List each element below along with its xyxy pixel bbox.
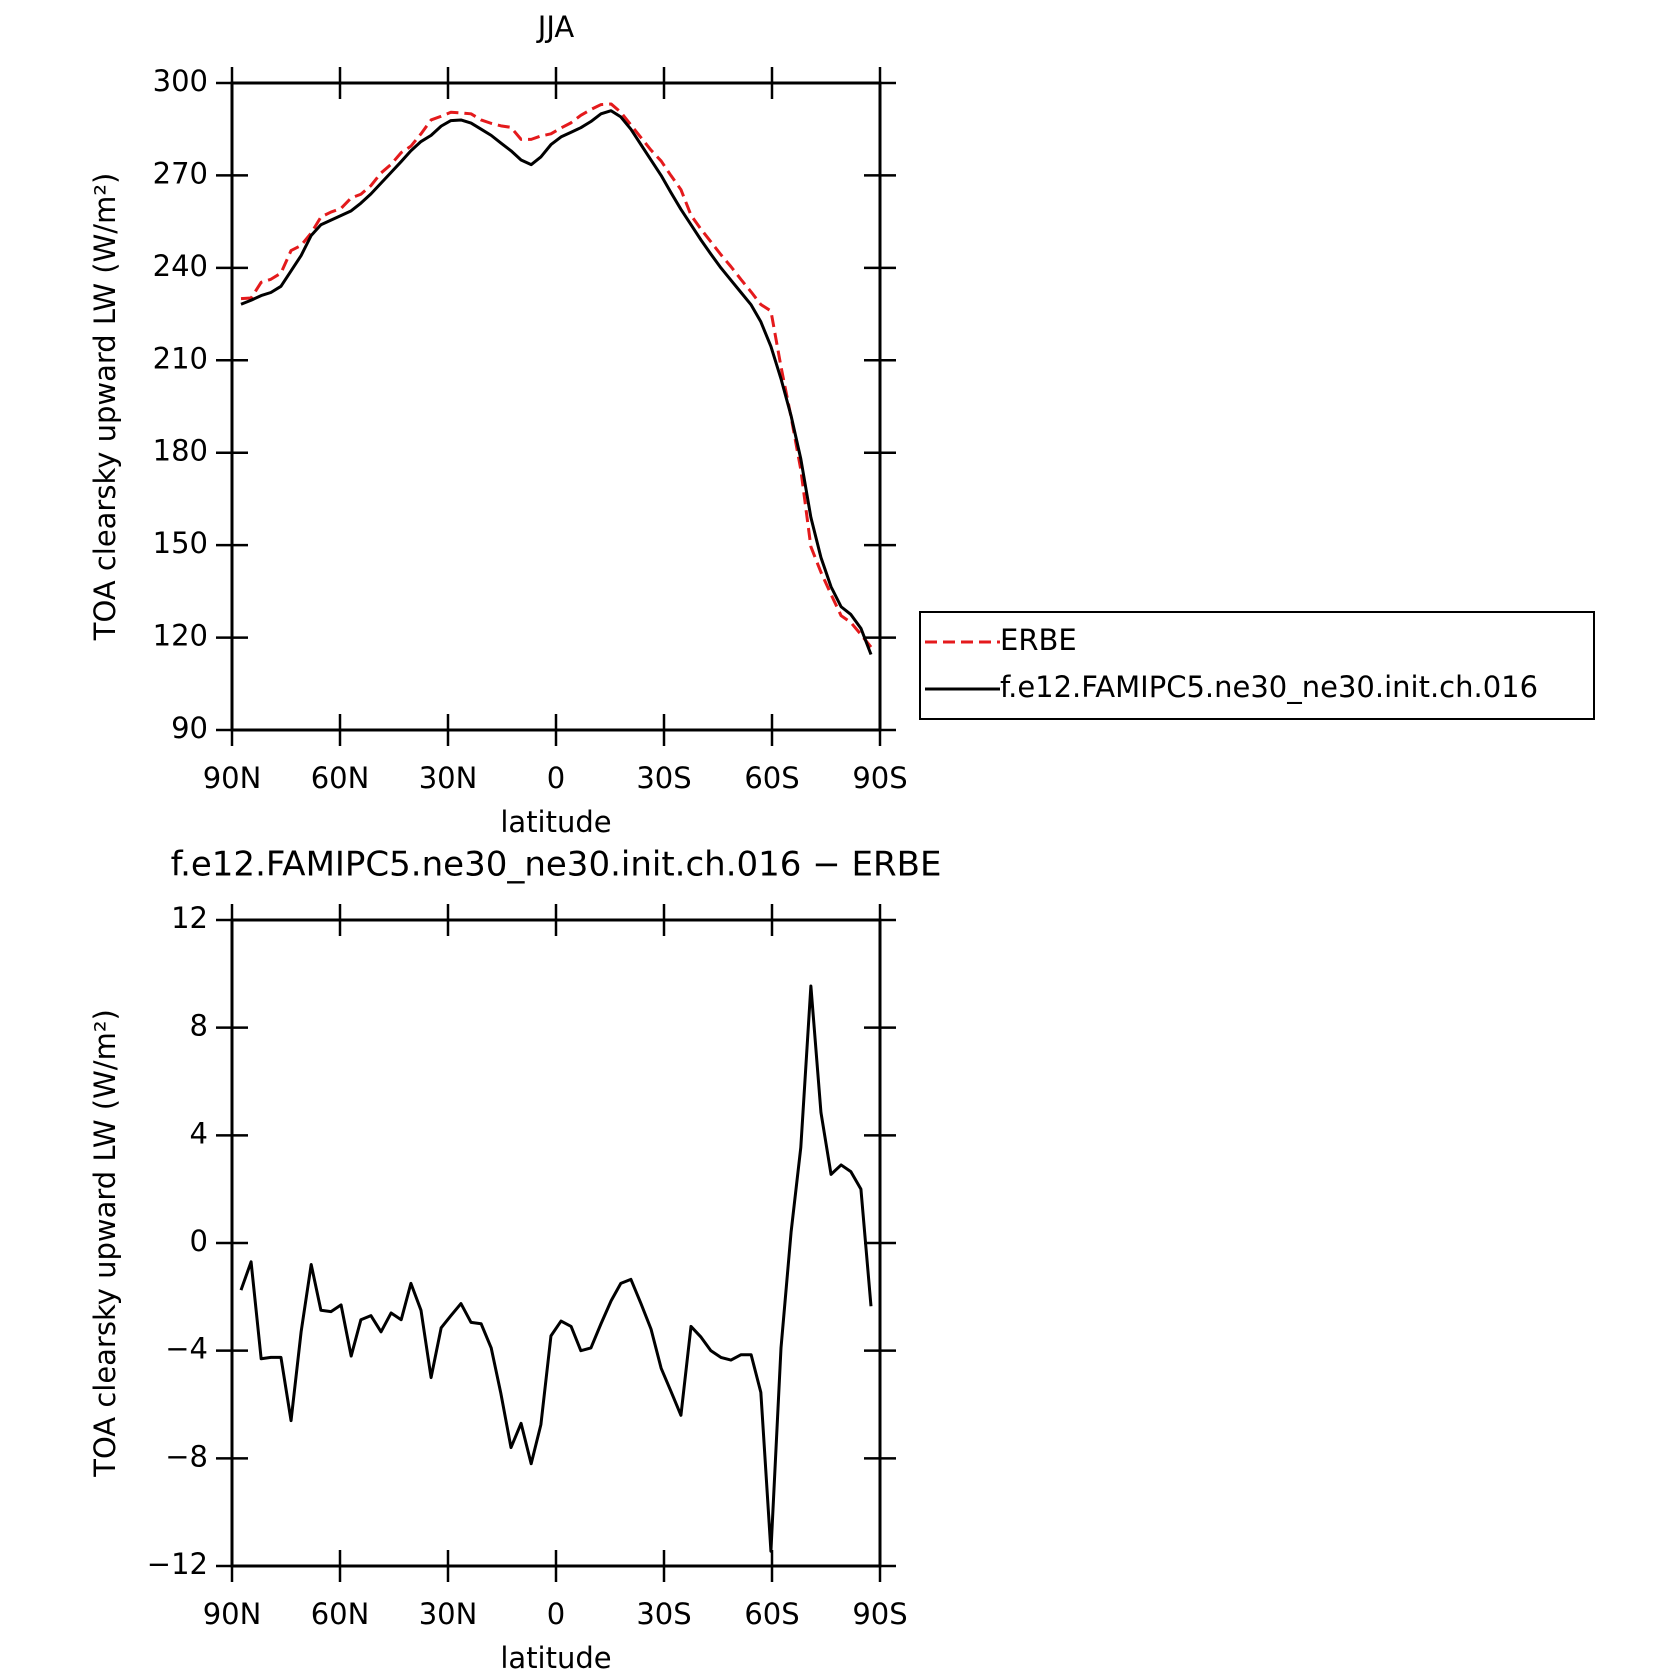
y-tick-label: 180 <box>153 434 208 468</box>
x-tick-label: 90S <box>852 761 907 795</box>
y-tick-label: 0 <box>190 1224 208 1258</box>
y-axis-label: TOA clearsky upward LW (W/m²) <box>88 173 122 642</box>
data-line <box>239 984 873 1553</box>
x-tick-label: 0 <box>547 1597 565 1631</box>
x-axis-label: latitude <box>500 1641 611 1674</box>
x-tick-label: 90N <box>203 761 262 795</box>
legend-box <box>919 611 1595 720</box>
y-tick-label: 300 <box>153 64 208 98</box>
x-tick-label: 30S <box>636 761 691 795</box>
x-tick-label: 30S <box>636 1597 691 1631</box>
data-line <box>240 102 873 649</box>
y-tick-label: 150 <box>153 526 208 560</box>
y-tick-label: −4 <box>165 1332 208 1366</box>
x-tick-label: 60S <box>744 1597 799 1631</box>
y-axis-label: TOA clearsky upward LW (W/m²) <box>88 1009 122 1478</box>
chart-title: JJA <box>536 10 575 44</box>
x-tick-label: 0 <box>547 761 565 795</box>
y-tick-label: −8 <box>165 1439 208 1473</box>
y-tick-label: 120 <box>153 619 208 653</box>
x-tick-label: 60N <box>311 1597 370 1631</box>
x-tick-label: 30N <box>419 761 478 795</box>
x-tick-label: 60S <box>744 761 799 795</box>
y-tick-label: −12 <box>147 1547 208 1581</box>
x-tick-label: 30N <box>419 1597 478 1631</box>
y-tick-label: 90 <box>171 711 208 745</box>
y-tick-label: 240 <box>153 249 208 283</box>
y-tick-label: 4 <box>190 1116 208 1150</box>
legend-label: f.e12.FAMIPC5.ne30_ne30.init.ch.016 <box>1000 670 1538 704</box>
x-axis-label: latitude <box>500 805 611 839</box>
chart-title: f.e12.FAMIPC5.ne30_ne30.init.ch.016 − ER… <box>171 845 942 885</box>
x-tick-label: 90S <box>852 1597 907 1631</box>
y-tick-label: 210 <box>153 341 208 375</box>
y-tick-label: 12 <box>171 901 208 935</box>
x-tick-label: 90N <box>203 1597 262 1631</box>
plot-frame <box>230 81 882 732</box>
y-tick-label: 8 <box>190 1009 208 1043</box>
y-tick-label: 270 <box>153 156 208 190</box>
legend-label: ERBE <box>1000 623 1077 657</box>
data-line <box>240 109 873 656</box>
plot-frame <box>230 918 882 1568</box>
x-tick-label: 60N <box>311 761 370 795</box>
